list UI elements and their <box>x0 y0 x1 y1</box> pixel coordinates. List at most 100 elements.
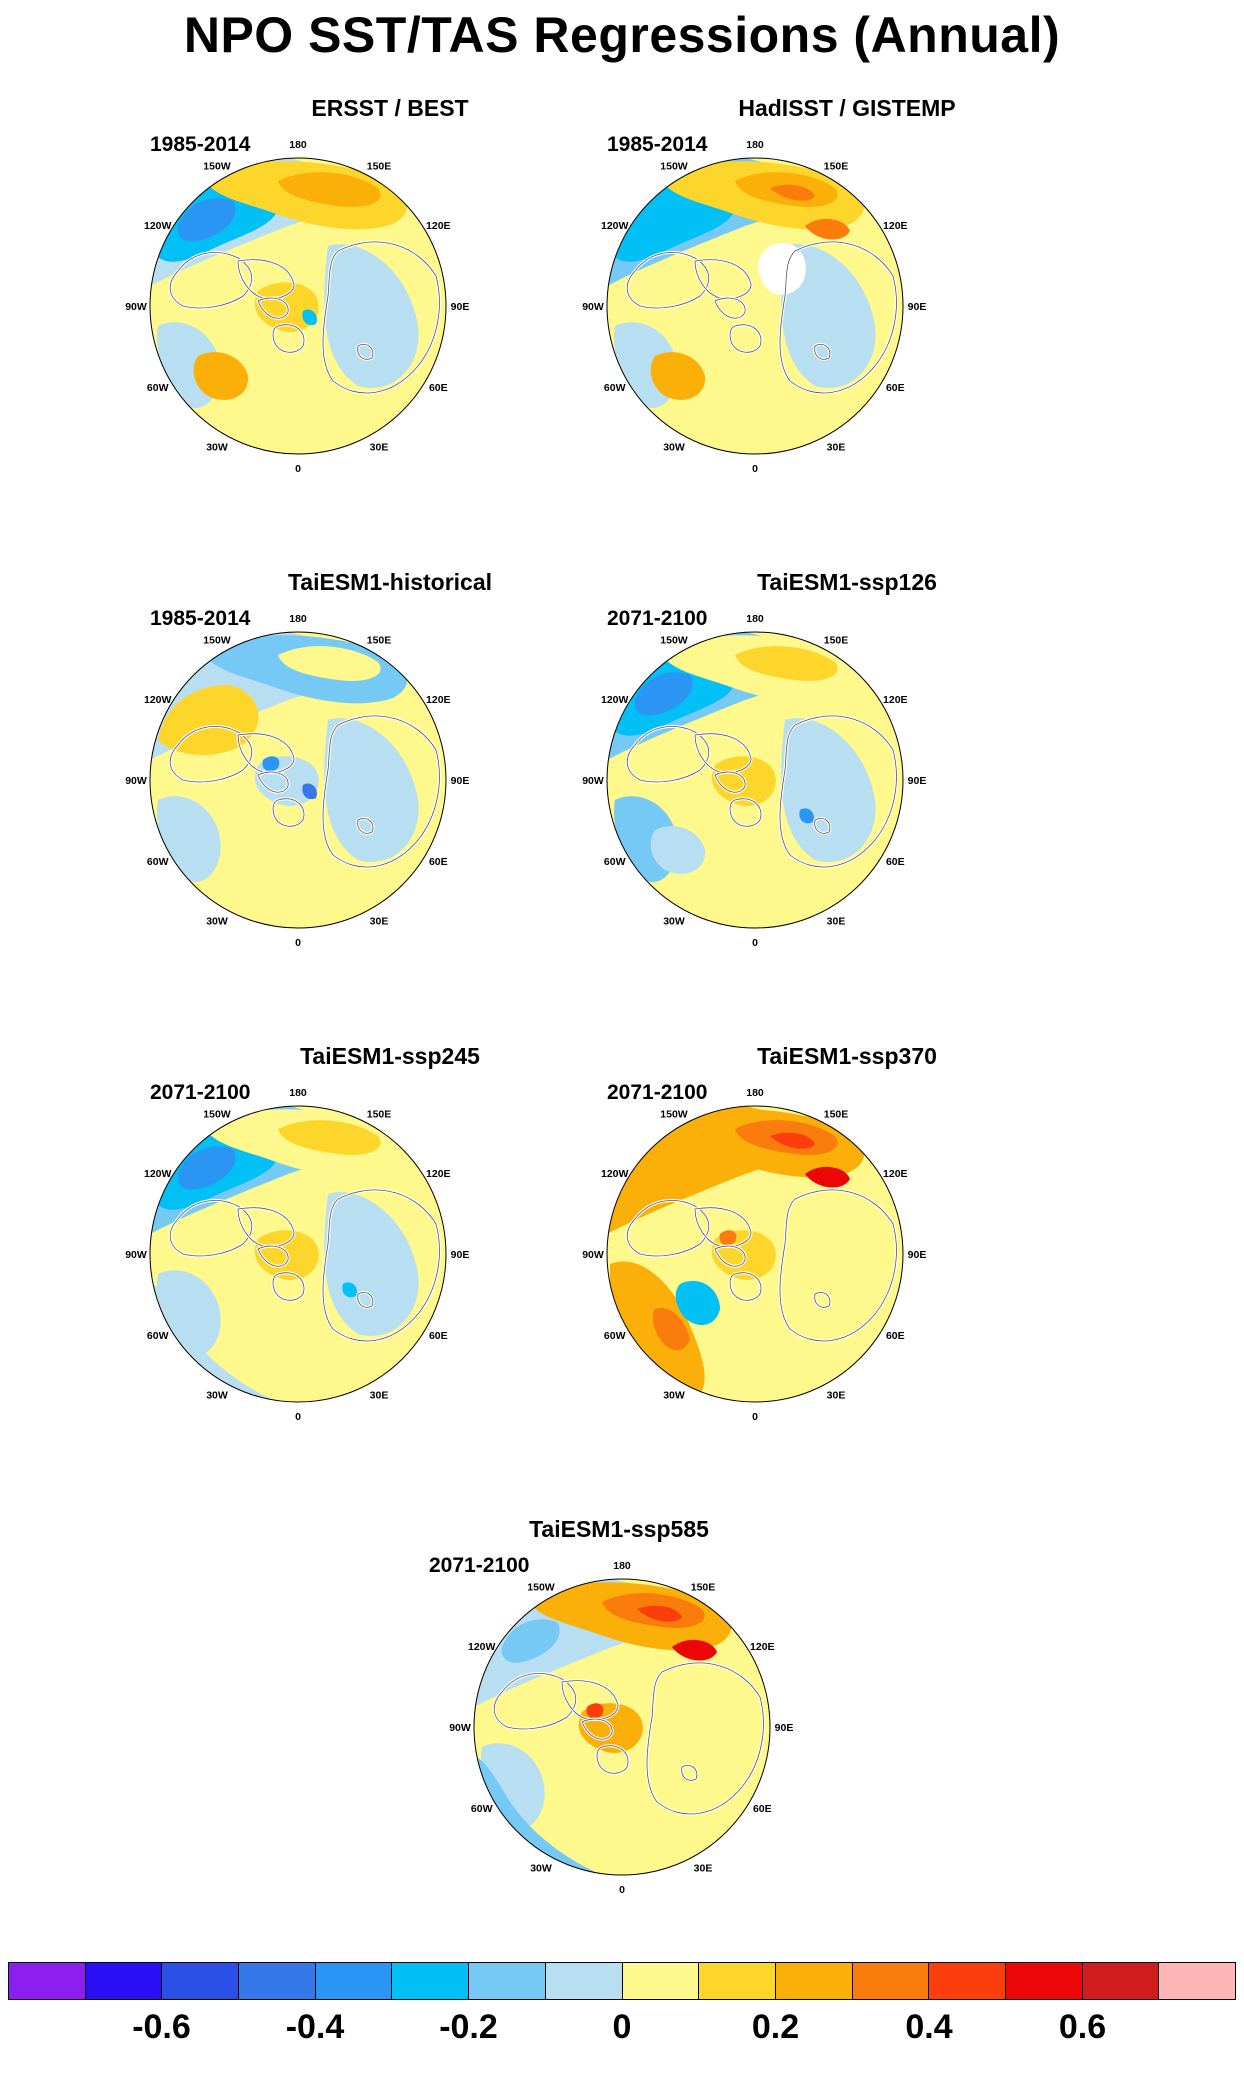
map-panel-ersst-best: ERSST / BEST 1985-2014 180 150E 120E 90E 60E… <box>125 95 630 575</box>
longitude-label: 0 <box>295 1411 301 1423</box>
longitude-label: 30W <box>663 1389 685 1401</box>
coastline <box>814 1291 831 1308</box>
contour-region <box>672 1639 717 1661</box>
colorbar-box <box>85 1963 163 1999</box>
panel-period: 2071-2100 <box>607 1081 708 1104</box>
panel-title: TaiESM1-ssp585 <box>529 1516 709 1542</box>
panel-title: HadISST / GISTEMP <box>738 95 956 121</box>
longitude-label: 60W <box>147 382 169 394</box>
longitude-label: 150E <box>367 161 392 173</box>
regression-field <box>607 1106 903 1402</box>
coastline <box>169 252 253 309</box>
coastline <box>779 1189 897 1342</box>
colorbar-tick-label: -0.4 <box>285 2008 345 2046</box>
map-border <box>606 1105 904 1403</box>
panel-title: TaiESM1-ssp370 <box>757 1043 937 1069</box>
coastline <box>272 798 305 827</box>
longitude-label: 60W <box>147 856 169 868</box>
coastline <box>646 1662 764 1815</box>
coastline <box>237 259 295 299</box>
longitude-label: 30E <box>694 1862 713 1874</box>
longitude-label: 120E <box>426 220 451 232</box>
coastline <box>357 817 374 834</box>
colorbar-box <box>545 1963 623 1999</box>
coastline <box>681 1764 698 1781</box>
map-panel-taiesm1-ssp245: TaiESM1-ssp245 2071-2100 180 150E 120E 90E 6… <box>125 1043 630 1523</box>
longitude-label: 120W <box>468 1641 496 1653</box>
longitude-label: 0 <box>295 937 301 949</box>
regression-field <box>150 158 446 454</box>
colorbar-box <box>239 1963 316 1999</box>
panel-title: TaiESM1-ssp245 <box>300 1043 480 1069</box>
contour-region <box>278 1120 381 1155</box>
map-panel-taiesm1-historical: TaiESM1-historical 1985-2014 180 150E 120E… <box>125 569 630 1049</box>
regression-field <box>150 632 446 928</box>
contour-region <box>735 646 838 681</box>
contour-region <box>586 1703 604 1719</box>
longitude-label: 90W <box>582 301 604 313</box>
longitude-label: 150E <box>691 1582 716 1594</box>
coastline <box>357 343 374 360</box>
longitude-label: 60E <box>429 856 448 868</box>
longitude-label: 30W <box>206 441 228 453</box>
colorbar-box <box>852 1963 930 1999</box>
coastline <box>322 241 440 394</box>
longitude-label: 30W <box>206 915 228 927</box>
longitude-label: 150W <box>203 161 231 173</box>
panel-title: TaiESM1-historical <box>287 569 493 595</box>
coastline <box>169 726 253 783</box>
longitude-label: 60W <box>147 1330 169 1342</box>
longitude-label: 120E <box>750 1641 775 1653</box>
longitude-label: 150W <box>203 1109 231 1121</box>
map-border <box>149 157 447 455</box>
coastline <box>694 733 752 773</box>
panel-title: ERSST / BEST <box>311 95 469 121</box>
longitude-label: 30E <box>370 915 389 927</box>
longitude-label: 120W <box>601 220 629 232</box>
longitude-label: 30W <box>663 441 685 453</box>
contour-region <box>781 718 876 862</box>
colorbar-tick-label: -0.6 <box>132 2008 191 2046</box>
colorbar-tick-label: 0.6 <box>1058 2008 1107 2046</box>
longitude-label: 180 <box>746 613 764 625</box>
contour-region <box>324 718 419 862</box>
coastline <box>322 1189 440 1342</box>
longitude-label: 120E <box>426 1168 451 1180</box>
coastline <box>779 715 897 868</box>
contour-region <box>278 172 381 207</box>
coastline <box>493 1673 577 1730</box>
longitude-label: 90W <box>449 1722 471 1734</box>
longitude-label: 0 <box>295 463 301 475</box>
contour-region <box>650 826 706 874</box>
colorbar-tick-label: -0.2 <box>439 2008 498 2046</box>
contour-region <box>302 309 317 326</box>
colorbar-box <box>775 1963 853 1999</box>
contour-region <box>770 1132 815 1149</box>
colorbar-box <box>929 1963 1006 1999</box>
longitude-label: 150W <box>660 635 688 647</box>
contour-region <box>324 1192 419 1336</box>
polar-map: 180 150E 120E 90E 60E 30E 0 30W 60W 90W 120W 150W <box>582 139 926 475</box>
regression-field <box>150 1106 446 1402</box>
longitude-label: 150W <box>660 161 688 173</box>
longitude-label: 60E <box>753 1803 772 1815</box>
contour-region <box>805 218 850 240</box>
longitude-label: 150E <box>367 1109 392 1121</box>
polar-map: 180 150E 120E 90E 60E 30E 0 30W 60W 90W 120W 150W <box>449 1560 793 1896</box>
coastline <box>729 324 762 353</box>
figure-title: NPO SST/TAS Regressions (Annual) <box>183 7 1061 63</box>
contour-region <box>193 352 249 400</box>
regression-field <box>474 1579 770 1875</box>
coastline <box>814 817 831 834</box>
longitude-label: 90W <box>125 1249 147 1261</box>
contour-region <box>719 1230 737 1246</box>
coastline <box>581 1718 613 1740</box>
longitude-label: 150W <box>660 1109 688 1121</box>
longitude-label: 0 <box>752 937 758 949</box>
map-border <box>149 631 447 929</box>
longitude-label: 30E <box>827 441 846 453</box>
longitude-label: 60W <box>604 1330 626 1342</box>
coastline <box>714 297 746 319</box>
map-panel-taiesm1-ssp126: TaiESM1-ssp126 2071-2100 180 150E 120E 90E 6… <box>582 569 1087 1049</box>
coastline <box>714 771 746 793</box>
